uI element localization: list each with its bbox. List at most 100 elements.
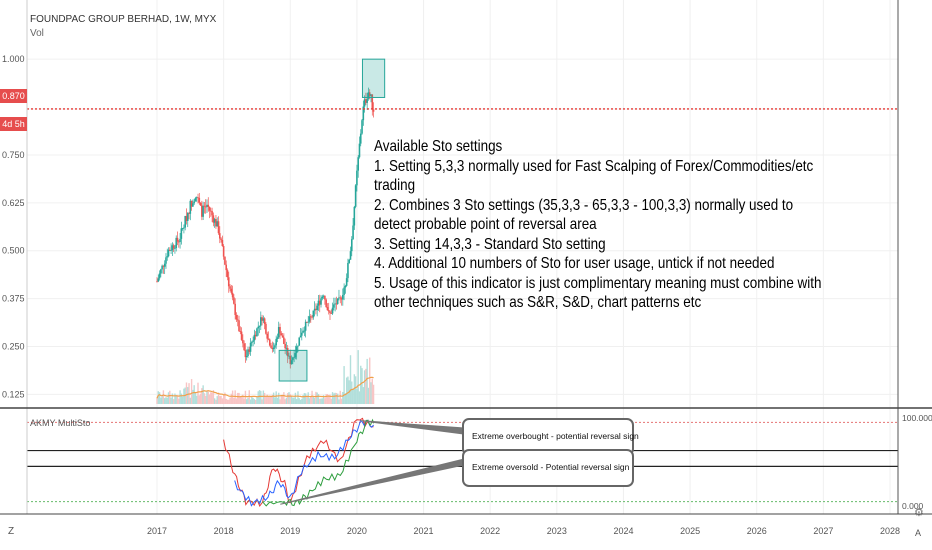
sto-lines bbox=[223, 417, 375, 508]
volume-bar bbox=[260, 390, 262, 404]
volume-bar bbox=[224, 392, 226, 404]
candle-body bbox=[322, 295, 325, 297]
candle-body bbox=[349, 251, 352, 260]
volume-bar bbox=[322, 395, 325, 404]
volume-bar bbox=[211, 392, 213, 404]
candle-body bbox=[303, 330, 306, 332]
volume-bar bbox=[294, 392, 297, 404]
candle-body bbox=[280, 333, 283, 336]
year-tick-label: 2021 bbox=[414, 526, 434, 536]
gear-icon[interactable]: ⚙ bbox=[914, 507, 924, 519]
zoom-button[interactable]: Z bbox=[8, 526, 15, 537]
candle-body bbox=[294, 353, 297, 358]
volume-bar bbox=[233, 397, 235, 404]
candlesticks bbox=[156, 87, 375, 369]
volume-bar bbox=[313, 397, 316, 404]
volume-bar bbox=[217, 392, 220, 404]
note-line: 3. Setting 14,3,3 - Standard Sto setting bbox=[374, 235, 606, 253]
price-axis[interactable]: 1.000 0.750 0.625 0.500 0.375 0.250 0.125 bbox=[2, 54, 25, 399]
candle-body bbox=[361, 120, 363, 134]
volume-bar bbox=[288, 392, 290, 404]
candle-body bbox=[239, 330, 242, 332]
candle-body bbox=[358, 143, 361, 158]
current-price-tag: 0.870 bbox=[0, 89, 27, 103]
callout-pointers bbox=[280, 420, 465, 505]
volume-bar bbox=[306, 396, 308, 404]
volume-bar bbox=[284, 399, 286, 404]
volume-bar bbox=[197, 382, 199, 404]
sto-series-line bbox=[223, 417, 374, 508]
volume-bar bbox=[176, 395, 179, 404]
note-line: 2. Combines 3 Sto settings (35,3,3 - 65,… bbox=[374, 196, 794, 214]
auto-scale-button[interactable]: A bbox=[915, 528, 922, 538]
volume-bar bbox=[335, 392, 338, 404]
volume-bar bbox=[339, 390, 341, 404]
volume-bar bbox=[325, 394, 327, 404]
volume-bar bbox=[172, 399, 175, 404]
candle-body bbox=[208, 206, 211, 211]
year-tick-label: 2027 bbox=[813, 526, 833, 536]
candle-body bbox=[244, 350, 247, 358]
volume-bar bbox=[366, 358, 368, 404]
sto-axis[interactable]: 100.000 0.000 bbox=[902, 413, 932, 511]
candle-body bbox=[211, 211, 213, 216]
volume-bar bbox=[165, 397, 167, 404]
volume-bar bbox=[315, 391, 317, 404]
volume-bar bbox=[265, 396, 267, 404]
candle-body bbox=[281, 335, 284, 338]
volume-bar bbox=[189, 397, 192, 404]
volume-bar bbox=[248, 390, 250, 404]
candle-body bbox=[230, 288, 233, 293]
candle-body bbox=[234, 303, 236, 315]
candle-body bbox=[206, 204, 208, 207]
volume-bar bbox=[194, 392, 197, 404]
volume-bar bbox=[356, 388, 358, 404]
volume-bar bbox=[161, 395, 163, 404]
volume-bar bbox=[351, 381, 353, 404]
volume-bar bbox=[185, 382, 188, 404]
volume-bar bbox=[203, 393, 206, 404]
volume-bar bbox=[235, 398, 238, 404]
candle-body bbox=[160, 269, 162, 274]
candle-body bbox=[251, 341, 253, 343]
volume-bar bbox=[220, 395, 222, 404]
volume-bar bbox=[156, 397, 158, 404]
volume-bar bbox=[340, 398, 343, 404]
candle-body bbox=[194, 198, 197, 202]
candle-body bbox=[197, 197, 199, 199]
volume-bar bbox=[276, 397, 279, 404]
candle-body bbox=[275, 338, 277, 346]
candle-body bbox=[286, 347, 289, 357]
volume-bar bbox=[222, 394, 225, 404]
candle-body bbox=[299, 335, 302, 338]
candle-body bbox=[258, 325, 261, 327]
candle-body bbox=[301, 332, 303, 336]
candle-body bbox=[283, 337, 285, 344]
volume-bar bbox=[210, 392, 212, 404]
volume-bar bbox=[179, 390, 181, 404]
candle-body bbox=[156, 281, 158, 283]
candle-body bbox=[243, 343, 245, 351]
time-axis[interactable]: 2017 2018 2019 2020 2021 2022 2023 2024 2025 2026… bbox=[147, 526, 900, 536]
candle-body bbox=[270, 345, 272, 348]
note-line: detect probable point of reversal area bbox=[374, 216, 597, 233]
candle-body bbox=[212, 215, 215, 223]
note-line: trading bbox=[374, 177, 416, 194]
volume-bar bbox=[196, 395, 198, 404]
volume-bar bbox=[251, 396, 253, 404]
volume-bar bbox=[174, 393, 176, 404]
volume-bar bbox=[287, 393, 289, 404]
sto-series-line bbox=[234, 419, 374, 507]
volume-bar bbox=[352, 388, 354, 404]
volume-bar bbox=[160, 397, 162, 404]
candle-body bbox=[218, 233, 221, 239]
price-tick-label: 0.625 bbox=[2, 198, 25, 208]
candle-body bbox=[172, 245, 175, 249]
candle-body bbox=[229, 286, 231, 289]
candle-body bbox=[202, 205, 204, 217]
candle-body bbox=[348, 259, 351, 263]
candle-body bbox=[233, 297, 235, 304]
candle-body bbox=[370, 94, 372, 96]
volume-bar bbox=[221, 398, 224, 404]
